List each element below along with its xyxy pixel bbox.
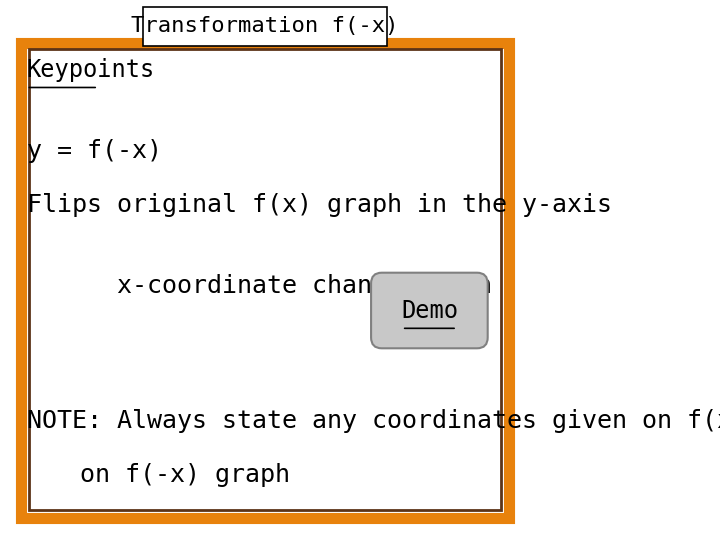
FancyBboxPatch shape xyxy=(21,43,509,518)
Text: Flips original f(x) graph in the y-axis: Flips original f(x) graph in the y-axis xyxy=(27,193,611,217)
FancyBboxPatch shape xyxy=(143,7,387,46)
Text: Keypoints: Keypoints xyxy=(27,58,155,82)
Text: x-coordinate changes sign: x-coordinate changes sign xyxy=(117,274,492,298)
Text: y = f(-x): y = f(-x) xyxy=(27,139,161,163)
Text: Demo: Demo xyxy=(401,299,458,322)
Text: Transformation f(-x): Transformation f(-x) xyxy=(131,16,399,37)
Text: on f(-x) graph: on f(-x) graph xyxy=(79,463,289,487)
FancyBboxPatch shape xyxy=(371,273,487,348)
Text: NOTE: Always state any coordinates given on f(x): NOTE: Always state any coordinates given… xyxy=(27,409,720,433)
